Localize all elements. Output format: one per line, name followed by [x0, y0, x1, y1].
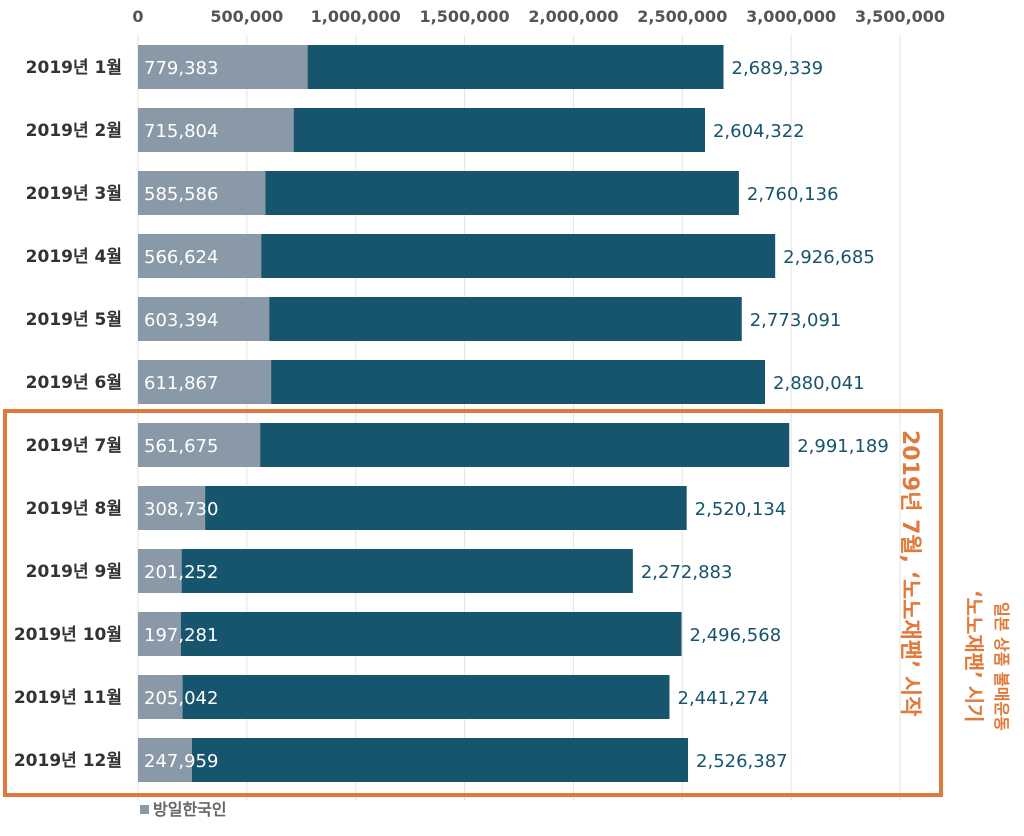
total-label: 2,760,136	[747, 184, 839, 205]
korean-visitors-label: 779,383	[144, 58, 218, 79]
category-label: 2019년 3월	[26, 184, 122, 204]
korean-visitors-label: 611,867	[144, 373, 218, 394]
total-bar	[138, 612, 682, 656]
korean-visitors-label: 715,804	[144, 121, 218, 142]
total-bar	[138, 486, 687, 530]
x-tick-label: 0	[132, 7, 143, 26]
total-label: 2,926,685	[783, 247, 875, 268]
korean-visitors-bar	[138, 45, 308, 89]
korean-visitors-bar	[138, 108, 294, 152]
korean-visitors-label: 308,730	[144, 499, 218, 520]
category-label: 2019년 2월	[26, 121, 122, 141]
korean-visitors-label: 247,959	[144, 751, 218, 772]
korean-visitors-bar	[138, 738, 192, 782]
highlight-box	[3, 409, 943, 797]
total-label: 2,604,322	[713, 121, 805, 142]
x-tick-label: 2,000,000	[528, 7, 618, 26]
korean-visitors-label: 566,624	[144, 247, 218, 268]
total-label: 2,526,387	[696, 751, 788, 772]
total-label: 2,496,568	[690, 625, 782, 646]
korean-visitors-bar	[138, 171, 266, 215]
korean-visitors-label: 205,042	[144, 688, 218, 709]
total-bar	[138, 549, 633, 593]
korean-visitors-label: 561,675	[144, 436, 218, 457]
category-label: 2019년 1월	[26, 58, 122, 78]
category-label: 2019년 10월	[14, 625, 122, 645]
korean-visitors-label: 201,252	[144, 562, 218, 583]
total-label: 2,773,091	[750, 310, 842, 331]
korean-visitors-bar	[138, 423, 261, 467]
category-label: 2019년 9월	[26, 562, 122, 582]
korean-visitors-bar	[138, 234, 262, 278]
x-tick-label: 500,000	[210, 7, 283, 26]
total-label: 2,272,883	[641, 562, 733, 583]
category-label: 2019년 6월	[26, 373, 122, 393]
total-label: 2,441,274	[678, 688, 770, 709]
total-bar	[138, 675, 670, 719]
x-tick-label: 2,500,000	[637, 7, 727, 26]
korean-visitors-label: 585,586	[144, 184, 218, 205]
category-label: 2019년 8월	[26, 499, 122, 519]
total-label: 2,689,339	[732, 58, 824, 79]
korean-visitors-bar	[138, 486, 206, 530]
category-label: 2019년 11월	[14, 688, 122, 708]
x-tick-label: 3,500,000	[855, 7, 945, 26]
total-label: 2,520,134	[695, 499, 787, 520]
total-bar	[138, 738, 689, 782]
x-tick-label: 3,000,000	[746, 7, 836, 26]
total-label: 2,880,041	[773, 373, 865, 394]
category-label: 2019년 7월	[26, 436, 122, 456]
x-tick-label: 1,500,000	[420, 7, 510, 26]
x-tick-label: 1,000,000	[311, 7, 401, 26]
legend-label: 방일한국인	[153, 800, 227, 819]
category-label: 2019년 12월	[14, 751, 122, 771]
category-label: 2019년 5월	[26, 310, 122, 330]
total-label: 2,991,189	[797, 436, 889, 457]
annotation-boycott: 일본 상품 불매운동	[992, 602, 1011, 731]
korean-visitors-bar	[138, 612, 181, 656]
korean-visitors-bar	[138, 549, 182, 593]
korean-visitors-bar	[138, 297, 270, 341]
korean-visitors-label: 603,394	[144, 310, 218, 331]
korean-visitors-bar	[138, 675, 183, 719]
annotation-period: ‘노노재팬’ 시기	[962, 590, 986, 723]
legend-swatch	[140, 805, 149, 814]
annotation-start: 2019년 7월, ‘노노재팬’ 시작	[897, 430, 922, 717]
korean-visitors-label: 197,281	[144, 625, 218, 646]
category-label: 2019년 4월	[26, 247, 122, 267]
korean-visitors-bar	[138, 360, 272, 404]
